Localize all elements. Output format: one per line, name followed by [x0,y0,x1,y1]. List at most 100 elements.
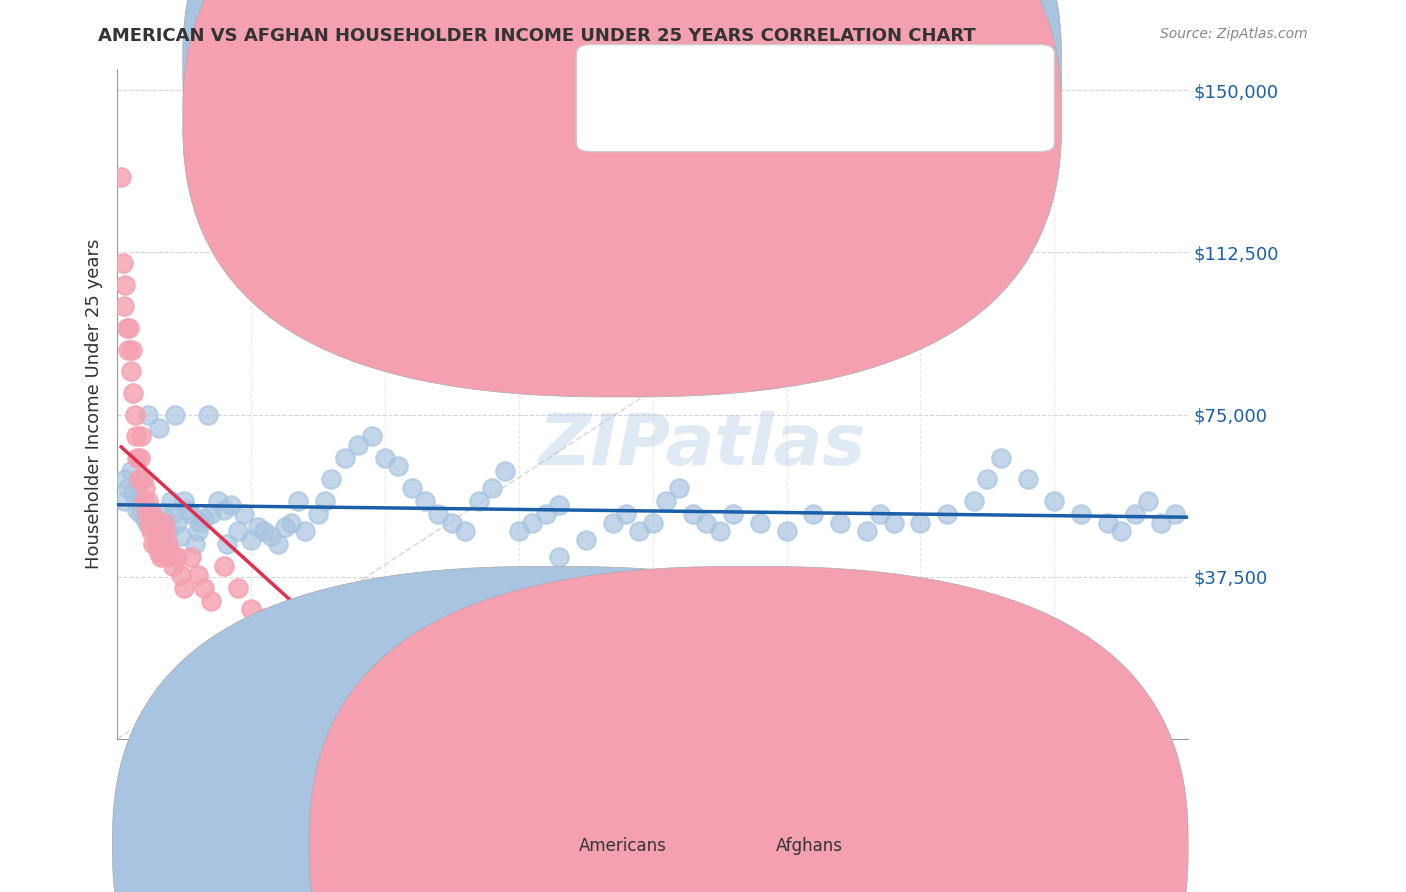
Point [117,343,139,357]
Point [180,550,202,565]
Point [132,494,155,508]
Text: Source: ZipAtlas.com: Source: ZipAtlas.com [1160,27,1308,41]
Point [155,524,177,539]
Point [494,464,516,478]
Point [145,524,167,539]
Point [294,611,316,625]
Point [127,502,149,516]
Point [188,516,211,530]
Point [655,494,678,508]
Text: 80.0%: 80.0% [1132,804,1188,822]
Y-axis label: Householder Income Under 25 years: Householder Income Under 25 years [86,238,103,569]
Point [374,450,396,465]
Point [682,507,704,521]
Point [152,507,174,521]
Point [148,420,170,434]
Point [143,511,166,525]
Point [193,581,215,595]
Point [1150,516,1173,530]
Text: 0.0%: 0.0% [117,804,163,822]
Point [575,533,598,547]
Point [287,494,309,508]
Point [253,524,276,539]
Point [146,516,169,530]
Point [149,524,172,539]
Point [136,408,159,422]
Point [347,438,370,452]
Point [135,516,157,530]
Point [440,516,463,530]
Point [522,516,544,530]
Point [128,490,150,504]
Point [153,520,176,534]
Point [200,507,222,521]
Point [226,581,249,595]
Point [321,602,343,616]
Point [114,473,136,487]
Point [333,450,356,465]
Point [180,507,202,521]
Point [134,481,156,495]
Point [374,645,396,659]
Point [124,408,146,422]
Point [347,624,370,638]
Point [280,516,302,530]
Point [534,507,557,521]
Point [387,459,409,474]
Point [112,494,135,508]
Point [162,559,184,574]
Point [401,481,423,495]
Point [131,473,153,487]
Point [273,520,295,534]
Point [162,507,184,521]
Text: AMERICAN VS AFGHAN HOUSEHOLDER INCOME UNDER 25 YEARS CORRELATION CHART: AMERICAN VS AFGHAN HOUSEHOLDER INCOME UN… [98,27,976,45]
Point [117,481,139,495]
Point [294,524,316,539]
Point [176,502,198,516]
Point [735,602,758,616]
Point [207,494,229,508]
Point [120,464,142,478]
Point [148,546,170,560]
Point [173,581,195,595]
Point [267,624,290,638]
Point [1109,524,1132,539]
Point [129,507,152,521]
Point [963,494,986,508]
Point [120,364,142,378]
Text: ZIPatlas: ZIPatlas [540,411,866,481]
Point [122,485,145,500]
Point [226,524,249,539]
Point [139,520,162,534]
Point [936,507,959,521]
Point [136,494,159,508]
Point [129,429,152,443]
Text: R = -0.210   N =  59: R = -0.210 N = 59 [654,111,808,125]
Point [1070,507,1092,521]
Point [166,550,188,565]
Point [253,611,276,625]
Point [115,321,138,335]
Point [139,524,162,539]
Point [314,494,336,508]
Point [200,593,222,607]
Point [127,450,149,465]
Point [427,507,450,521]
Point [141,507,163,521]
Text: R = -0.029   N = 108: R = -0.029 N = 108 [654,57,813,71]
Point [1017,473,1039,487]
Point [146,537,169,551]
Point [233,507,256,521]
Point [138,516,160,530]
Point [197,408,219,422]
Point [128,473,150,487]
Point [184,537,207,551]
Point [481,481,503,495]
Point [150,550,173,565]
Point [910,516,932,530]
Point [193,511,215,525]
Point [883,516,905,530]
Point [1164,507,1187,521]
Point [508,667,530,681]
Point [246,520,269,534]
